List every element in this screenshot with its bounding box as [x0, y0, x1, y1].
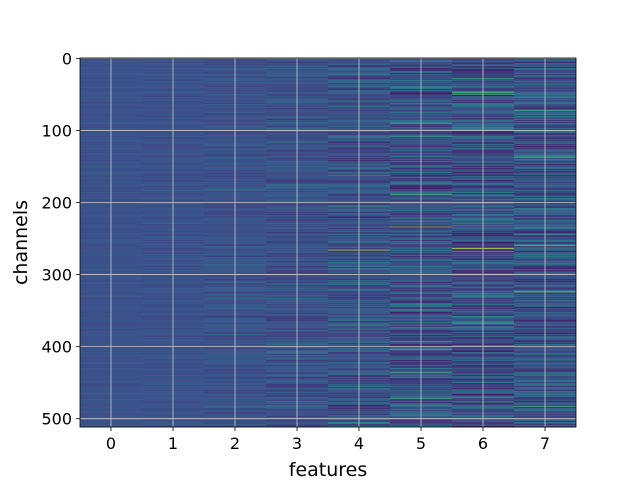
y-tick-label: 100 [41, 121, 72, 140]
y-tick-label: 0 [62, 49, 72, 68]
y-tick-label: 300 [41, 266, 72, 285]
x-tick-label: 5 [416, 434, 426, 453]
heatmap-cells [80, 58, 576, 428]
y-axis-ticks: 0 100 200 300 400 500 [41, 49, 80, 429]
x-tick-label: 1 [168, 434, 178, 453]
plot-frame [79, 57, 577, 428]
x-tick-label: 2 [230, 434, 240, 453]
x-axis-ticks: 0 1 2 3 4 5 6 7 [106, 427, 550, 453]
y-axis-label: channels [10, 200, 32, 285]
y-tick-label: 200 [41, 194, 72, 213]
y-tick-label: 400 [41, 338, 72, 357]
x-axis-label: features [289, 459, 368, 480]
y-tick-label: 500 [41, 410, 72, 429]
x-tick-label: 3 [292, 434, 302, 453]
grid-lines [80, 57, 576, 427]
x-tick-label: 4 [354, 434, 364, 453]
x-tick-label: 7 [540, 434, 550, 453]
x-tick-label: 0 [106, 434, 116, 453]
x-tick-label: 6 [478, 434, 488, 453]
